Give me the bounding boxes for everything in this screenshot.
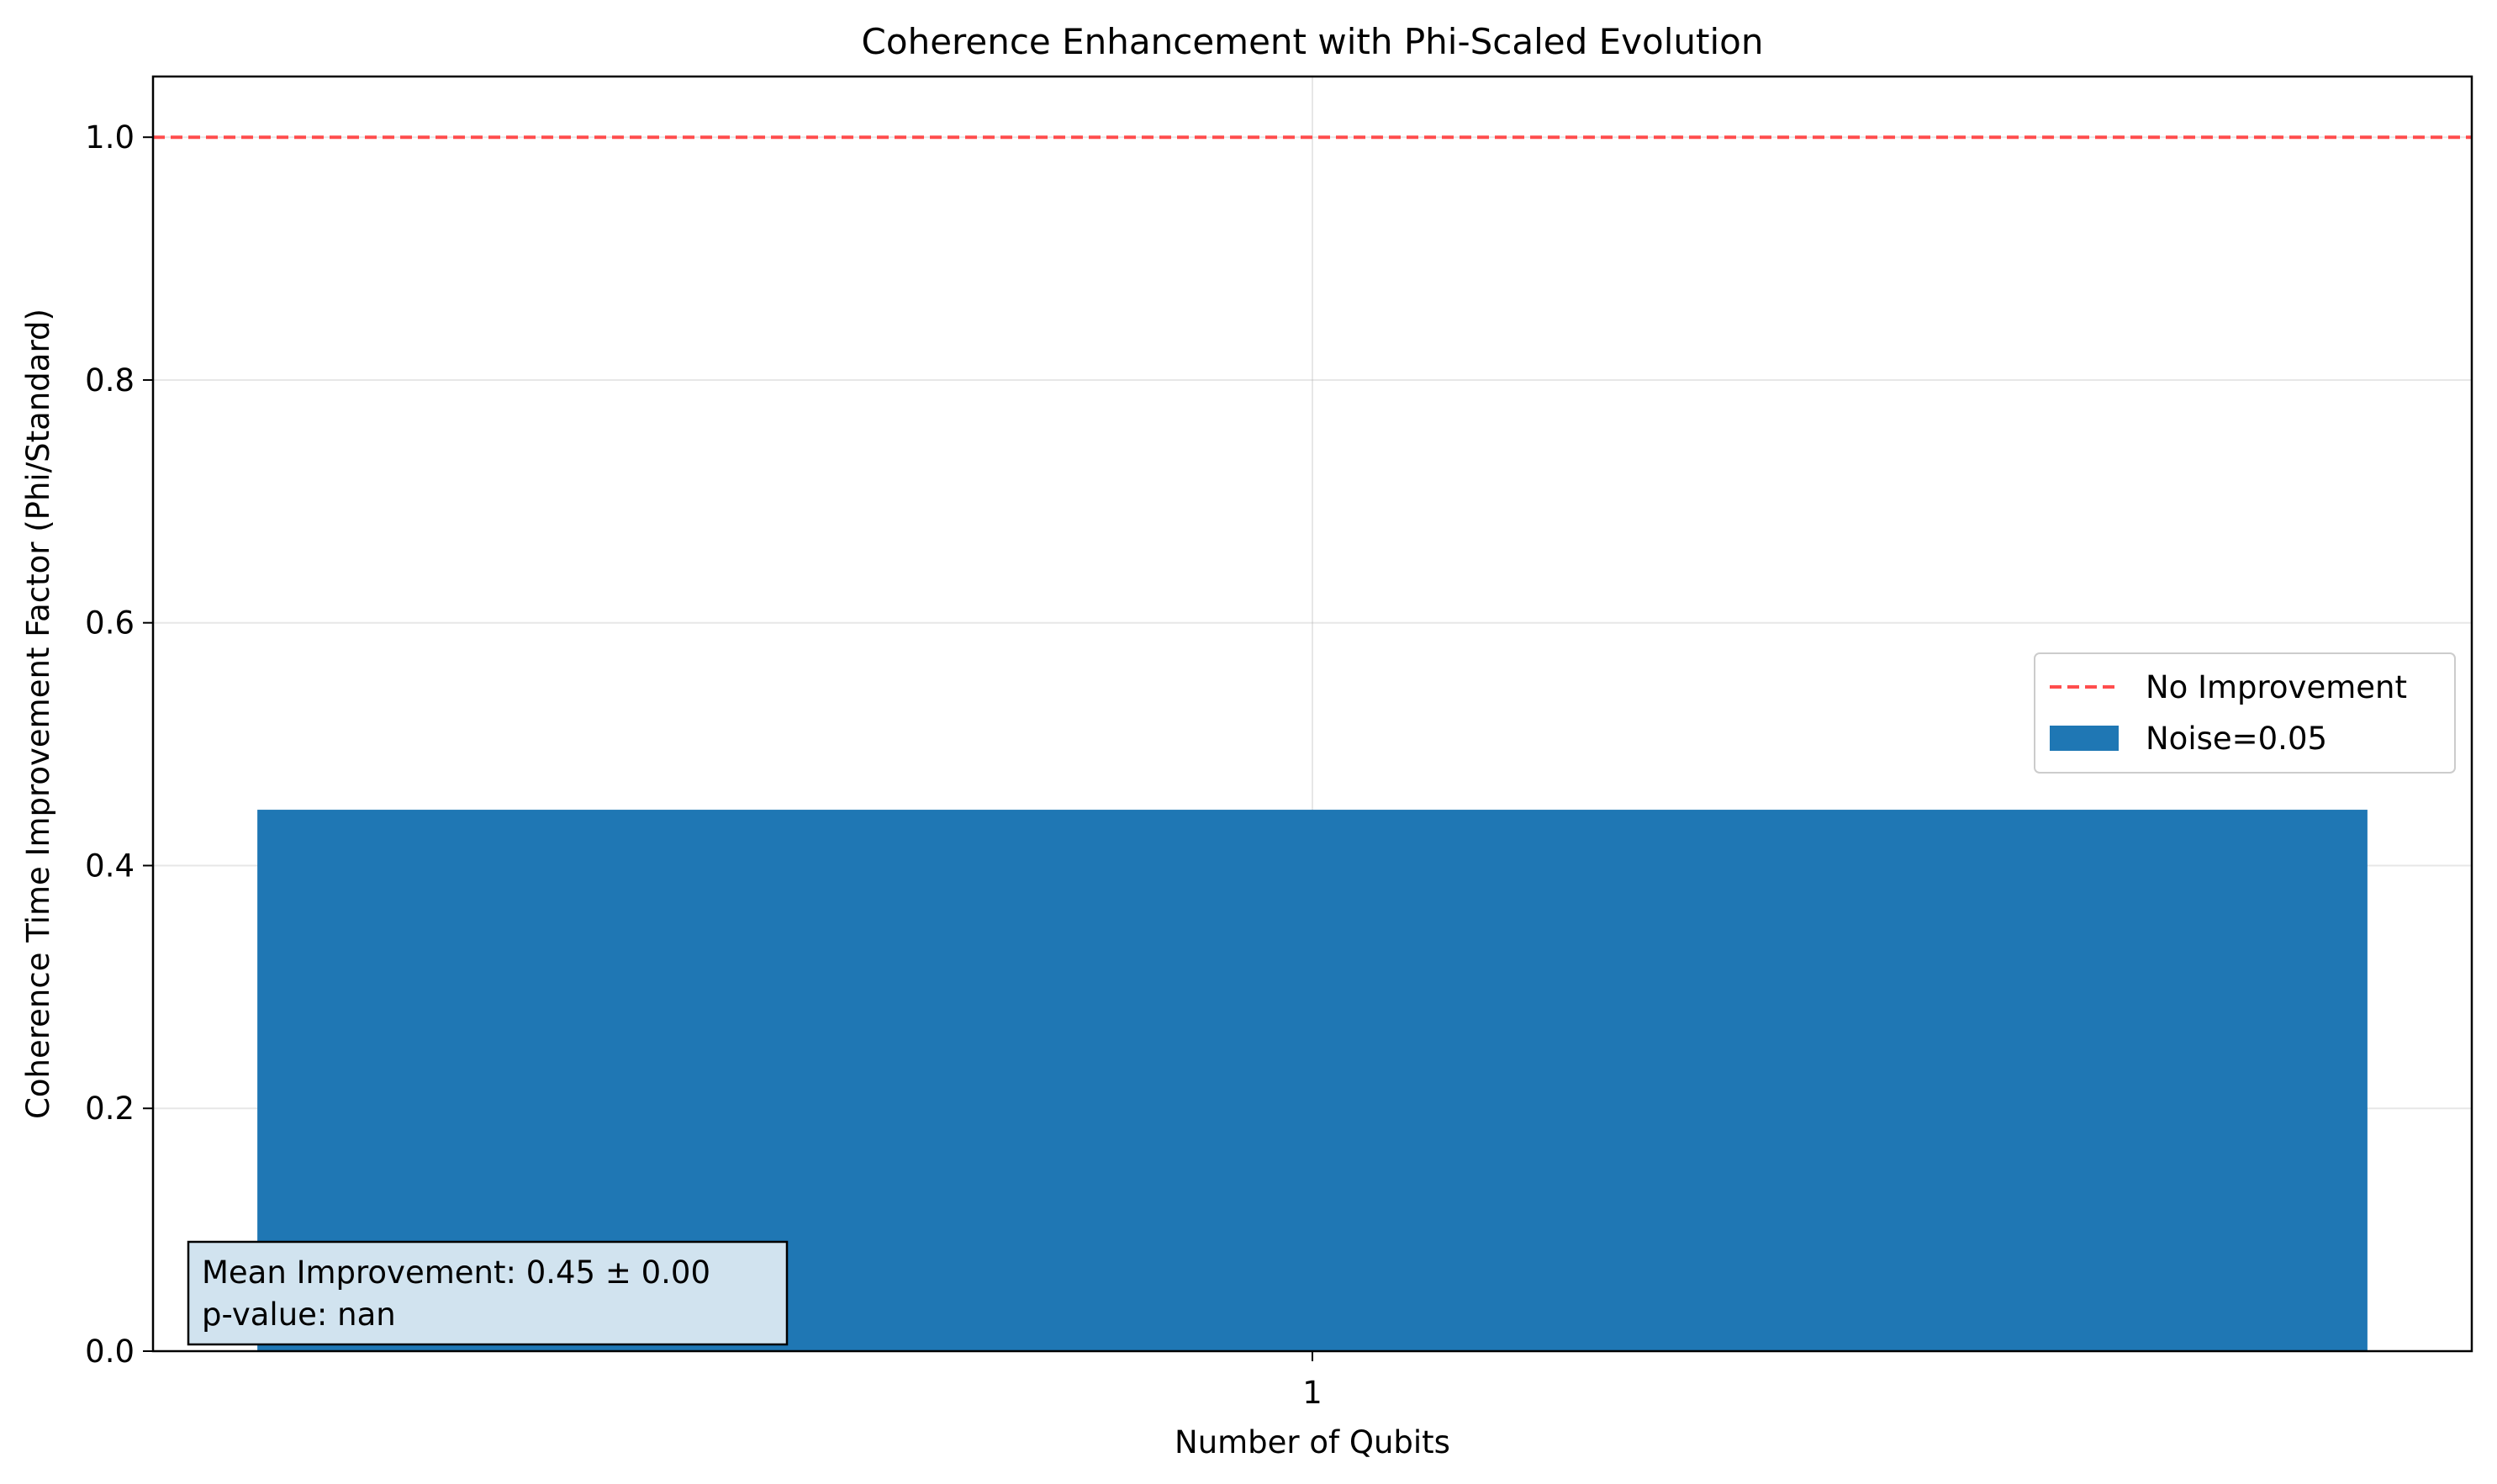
legend-box (2034, 652, 2456, 774)
y-axis-label: Coherence Time Improvement Factor (Phi/S… (20, 309, 56, 1119)
y-tick-label: 0.2 (85, 1091, 135, 1127)
y-tick-label: 0.0 (85, 1333, 135, 1370)
stats-annotation: Mean Improvement: 0.45 ± 0.00 p-value: n… (187, 1240, 789, 1346)
stats-annotation-box (187, 1240, 789, 1346)
axis-ticks: 0.0 0.2 0.4 0.6 0.8 1.0 1 (85, 119, 1322, 1411)
chart-title: Coherence Enhancement with Phi-Scaled Ev… (862, 21, 1764, 62)
stats-p-value: p-value: nan (202, 1297, 396, 1333)
x-tick-label: 1 (1302, 1375, 1322, 1411)
legend-label-no-improvement: No Improvement (2146, 669, 2407, 705)
stats-mean-improvement: Mean Improvement: 0.45 ± 0.00 (202, 1254, 710, 1291)
y-tick-label: 0.4 (85, 848, 135, 884)
y-tick-label: 0.8 (85, 362, 135, 399)
legend-swatch-noise (2050, 726, 2119, 751)
x-axis-label: Number of Qubits (1175, 1424, 1450, 1460)
y-tick-label: 1.0 (85, 119, 135, 156)
y-tick-label: 0.6 (85, 605, 135, 642)
legend: No Improvement Noise=0.05 (2034, 652, 2456, 774)
legend-label-noise: Noise=0.05 (2146, 721, 2327, 757)
